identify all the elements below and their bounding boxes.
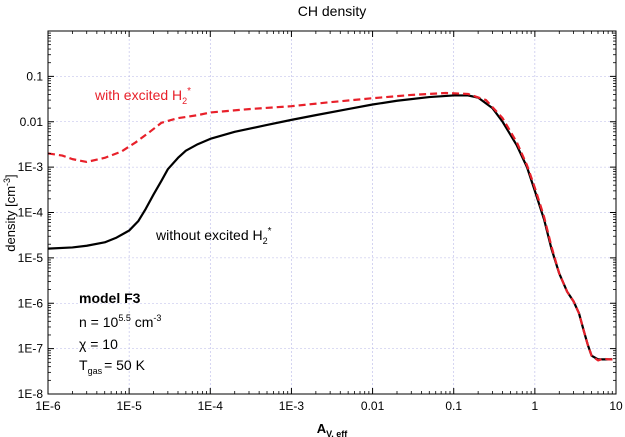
y-tick-label: 1E-6 [18, 296, 44, 310]
density-note: n = 105.5 cm-3 [79, 313, 161, 330]
y-axis-label: density [cm-3] [2, 174, 18, 251]
y-tick-label: 1E-7 [18, 342, 44, 356]
grid [48, 31, 616, 394]
axis-ticks: 1E-6 1E-5 1E-4 1E-3 0.01 0.1 1 10 1E-8 1E-7 1E-6 1E… [18, 30, 623, 413]
series-line-with-excited [47, 91, 613, 362]
chi-note: χ = 10 [79, 336, 118, 352]
x-tick-label: 1E-5 [116, 399, 142, 413]
y-tick-label: 0.01 [20, 115, 44, 129]
temperature-note: Tgas = 50 K [79, 357, 146, 376]
y-tick-label: 0.1 [26, 69, 43, 83]
density-note-middle: cm [131, 314, 154, 330]
x-tick-label: 0.01 [361, 399, 385, 413]
y-tick-label: 1E-5 [18, 251, 44, 265]
series-label-with-sup: * [187, 86, 191, 97]
density-note-sup2: -3 [153, 313, 161, 323]
y-axis-label-end: ] [3, 174, 18, 178]
temperature-note-sub: gas [88, 366, 103, 376]
x-tick-label: 10 [609, 399, 623, 413]
y-axis-label-main: density [cm [3, 186, 18, 252]
x-tick-label: 0.1 [445, 399, 462, 413]
y-tick-label: 1E-3 [18, 160, 44, 174]
temperature-note-rest: = 50 K [104, 357, 146, 373]
x-tick-label: 1E-3 [279, 399, 305, 413]
series-label-with-sub: 2 [182, 96, 187, 106]
series-label-without-excited: without excited H2* [155, 226, 272, 246]
x-axis-label: AV, eff [317, 421, 349, 437]
y-tick-label: 1E-8 [18, 387, 44, 401]
density-note-prefix: n = 10 [79, 314, 119, 330]
x-tick-label: 1E-6 [35, 399, 61, 413]
series-label-without-main: without excited H [155, 227, 263, 243]
series-group [47, 91, 613, 362]
series-label-with-excited: with excited H2* [94, 86, 191, 106]
chart-title: CH density [298, 3, 366, 19]
density-note-sup: 5.5 [118, 313, 131, 323]
series-label-without-sub: 2 [263, 236, 268, 246]
y-tick-label: 1E-4 [18, 206, 44, 220]
x-tick-label: 1 [532, 399, 539, 413]
series-label-with-main: with excited H [94, 87, 182, 103]
series-label-without-sup: * [268, 226, 272, 237]
x-tick-label: 1E-4 [198, 399, 224, 413]
y-axis-label-sup: -3 [2, 178, 12, 186]
x-axis-label-main: A [317, 421, 327, 436]
x-axis-label-sub: V, eff [326, 429, 348, 437]
temperature-note-main: T [79, 357, 88, 373]
model-label: model F3 [79, 290, 141, 306]
